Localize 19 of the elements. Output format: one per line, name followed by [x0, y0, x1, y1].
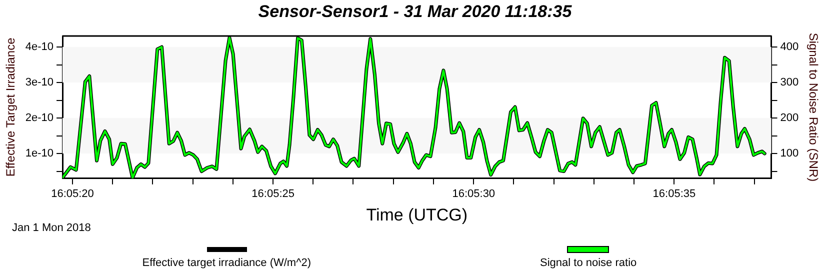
y2-tick-label: 400 — [780, 41, 799, 54]
chart-title: Sensor-Sensor1 - 31 Mar 2020 11:18:35 — [257, 2, 573, 22]
y-axis-title: Effective Target Irradiance — [4, 37, 18, 177]
y-tick-label: 1e-10 — [25, 148, 54, 160]
legend-label: Effective target irradiance (W/m^2) — [141, 257, 312, 269]
x-tick-label: 16:05:35 — [652, 188, 696, 200]
y2-axis-title: Signal to Noise Ratio (SNR) — [806, 32, 820, 182]
y2-tick-label: 100 — [780, 148, 799, 160]
x-tick-label: 16:05:30 — [452, 188, 496, 200]
y-tick-label: 3e-10 — [25, 76, 54, 89]
x-tick-label: 16:05:25 — [252, 188, 294, 200]
x-axis-title: Time (UTCG) — [366, 205, 468, 224]
y2-tick-label: 200 — [780, 112, 799, 124]
legend-label: Signal to noise ratio — [539, 257, 638, 269]
text: Jan 1 Mon 2018 — [12, 222, 91, 234]
x-tick-label: 16:05:20 — [51, 188, 94, 200]
y-tick-label: 4e-10 — [25, 41, 54, 54]
y2-tick-label: 300 — [780, 76, 799, 89]
y-tick-label: 2e-10 — [25, 112, 54, 124]
